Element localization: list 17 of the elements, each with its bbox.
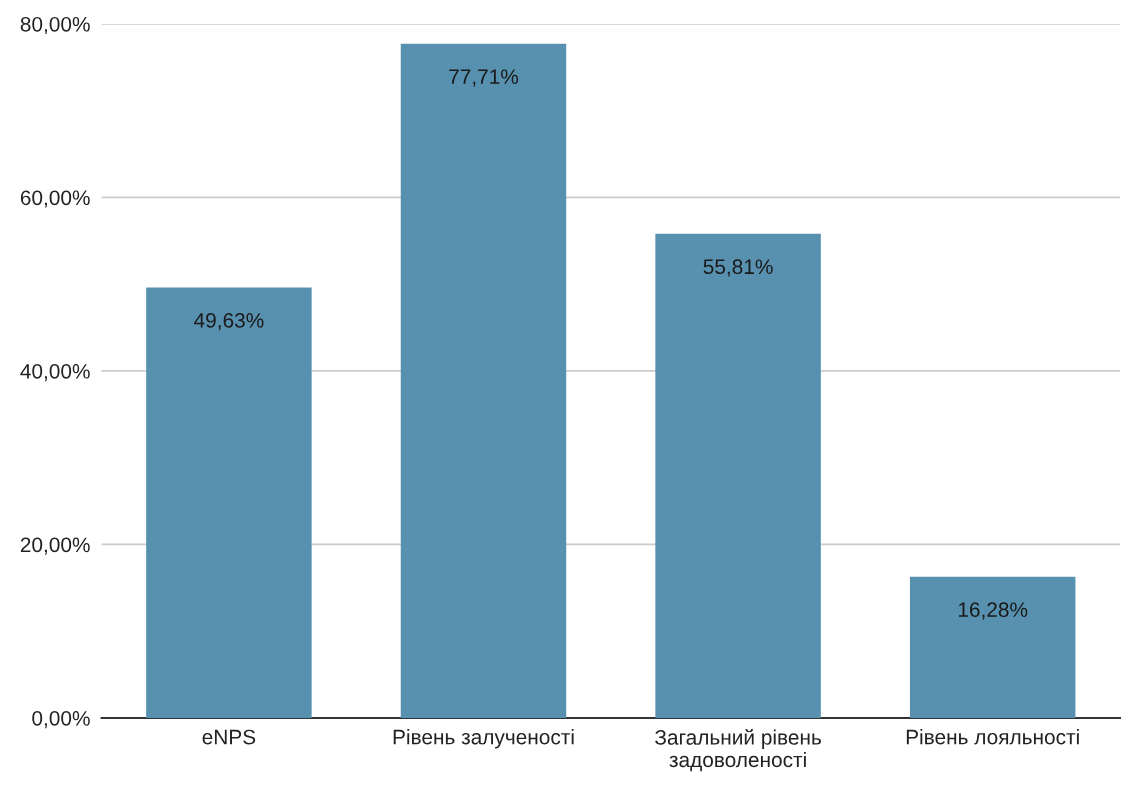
y-tick-label: 20,00% (20, 537, 90, 555)
x-tick-label: Рівень залученості (393, 729, 574, 749)
y-tick-label: 80,00% (20, 16, 90, 35)
data-label: 16,28% (958, 602, 1028, 620)
x-tick-label: Рівень лояльності (906, 729, 1079, 745)
x-tick-label: eNPS (202, 729, 256, 745)
data-label: 77,71% (449, 69, 519, 87)
x-tick-label: Загальний рівень задоволеності (655, 729, 821, 772)
y-tick-label: 0,00% (32, 710, 90, 729)
bar (400, 43, 567, 718)
bar (655, 233, 821, 718)
bar (909, 576, 1076, 718)
y-tick-label: 40,00% (20, 363, 90, 382)
data-label: 55,81% (703, 259, 773, 277)
bar (146, 287, 312, 718)
data-label: 49,63% (194, 312, 264, 331)
y-tick-label: 60,00% (20, 190, 90, 208)
